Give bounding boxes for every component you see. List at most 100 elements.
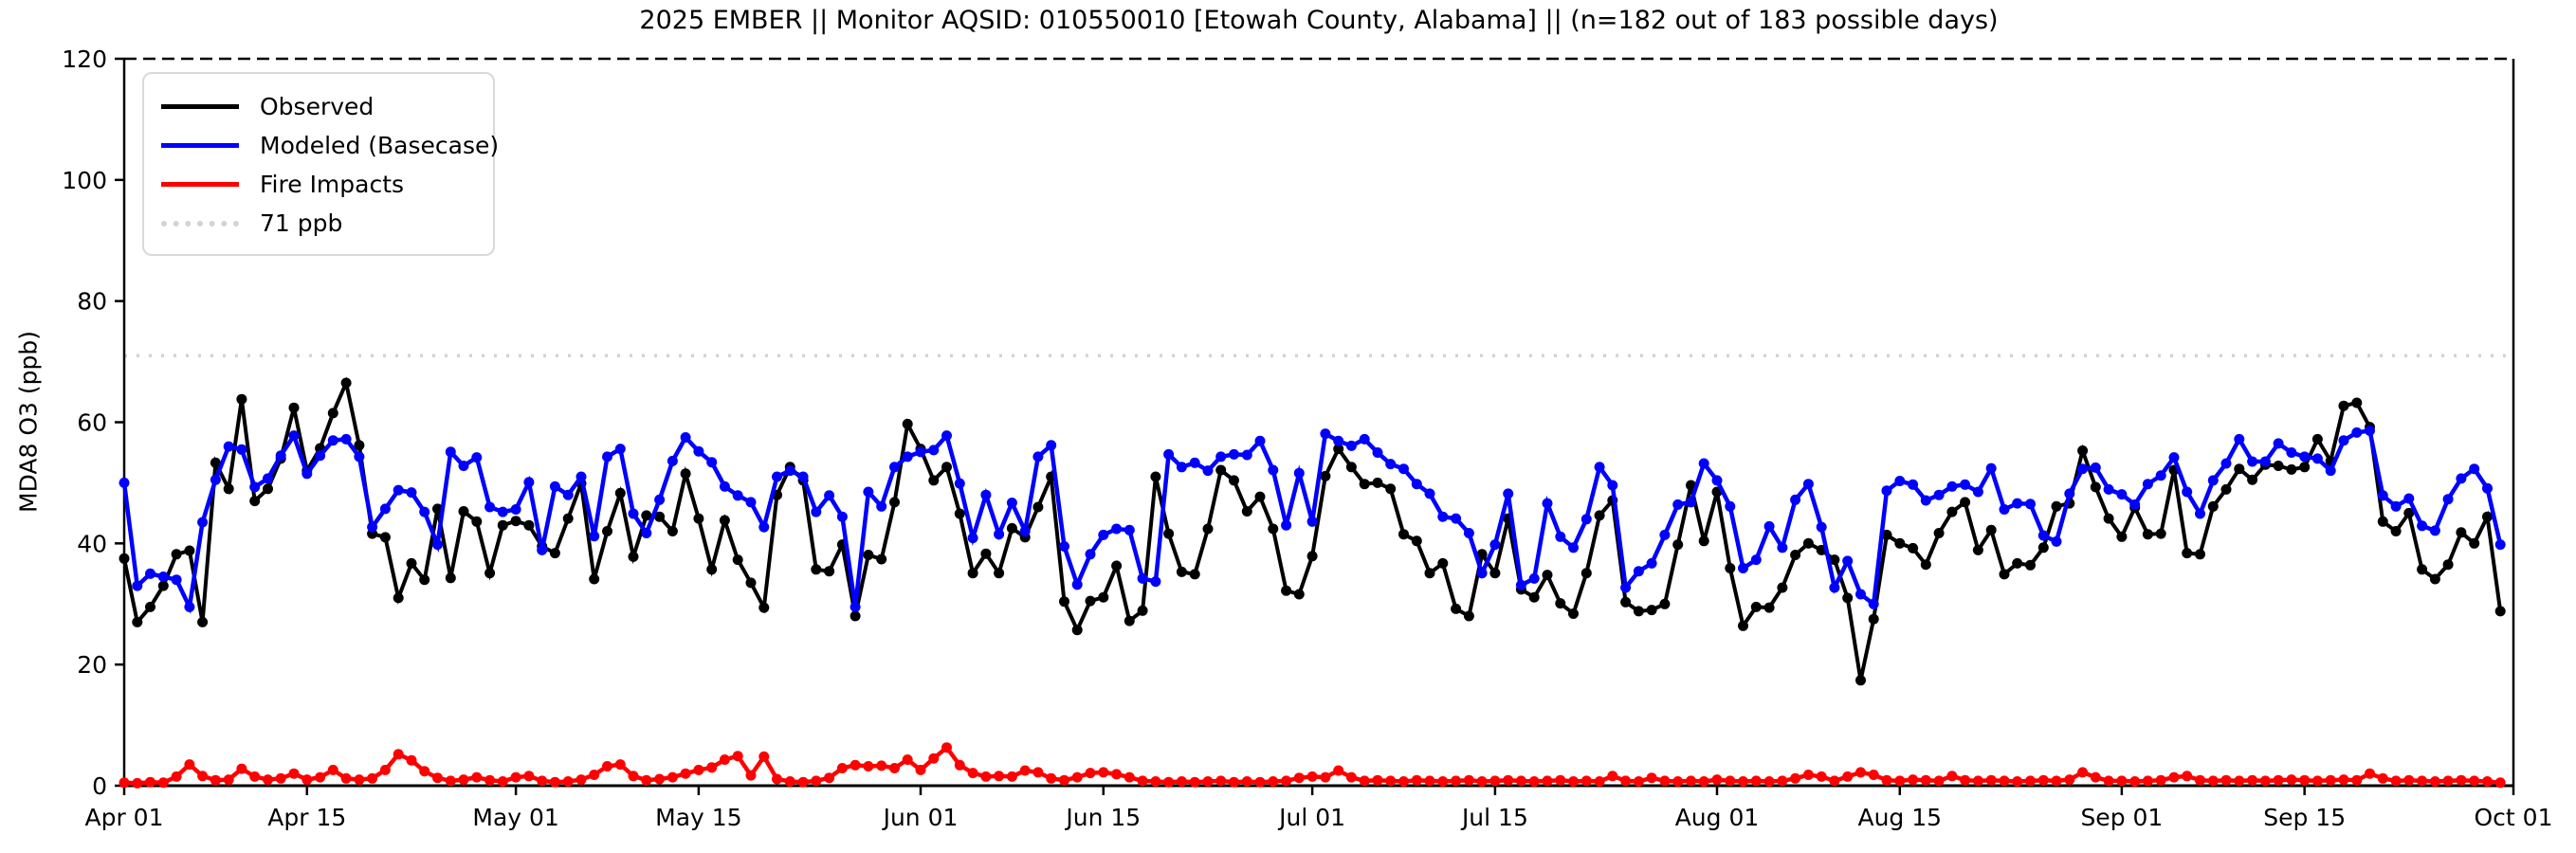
data-point (589, 770, 600, 780)
data-point (1254, 435, 1266, 446)
data-point (249, 481, 261, 493)
data-point (354, 440, 365, 451)
data-point (1816, 771, 1827, 782)
data-point (1111, 523, 1123, 535)
data-point (1672, 539, 1684, 551)
data-point (562, 489, 574, 500)
data-point (706, 762, 718, 773)
data-point (1202, 465, 1214, 477)
data-point (1580, 568, 1592, 579)
data-point (1868, 598, 1879, 609)
data-point (1411, 535, 1422, 547)
data-point (2051, 535, 2062, 547)
data-point (2273, 774, 2284, 786)
data-point (1293, 772, 1305, 784)
data-point (1633, 566, 1644, 577)
data-point (1320, 771, 1331, 783)
data-point (2351, 426, 2363, 438)
data-point (941, 430, 952, 442)
data-point (1594, 776, 1605, 787)
data-point (1437, 511, 1449, 522)
data-point (432, 772, 443, 784)
data-point (641, 774, 652, 786)
data-point (2417, 564, 2428, 575)
data-point (954, 759, 965, 771)
data-point (1424, 488, 1435, 499)
data-point (824, 566, 835, 577)
data-point (1006, 522, 1017, 534)
data-point (1972, 544, 1983, 555)
data-point (2456, 473, 2467, 484)
data-point (157, 777, 169, 789)
x-tick-label: May 15 (655, 804, 741, 831)
data-point (1006, 498, 1017, 508)
observed-series (119, 376, 2506, 686)
data-point (2377, 516, 2388, 527)
data-point (1646, 605, 1657, 616)
data-point (1790, 494, 1801, 505)
data-point (1059, 596, 1069, 608)
data-point (1503, 488, 1514, 499)
data-point (680, 468, 691, 480)
data-point (132, 580, 143, 591)
x-tick-label: Jun 15 (1064, 804, 1141, 831)
data-point (2064, 488, 2075, 499)
data-point (2116, 531, 2128, 542)
data-point (2129, 776, 2141, 787)
data-point (2090, 462, 2101, 473)
data-point (484, 774, 496, 786)
data-point (1111, 560, 1123, 572)
data-point (145, 776, 155, 788)
data-point (1542, 775, 1553, 787)
data-point (1829, 554, 1840, 566)
data-point (811, 564, 822, 575)
data-point (236, 763, 247, 774)
data-point (1345, 440, 1357, 451)
data-point (1424, 775, 1435, 787)
data-point (1802, 479, 1814, 490)
data-point (1451, 603, 1462, 614)
data-point (1385, 459, 1397, 470)
data-point (1802, 770, 1814, 780)
data-point (2234, 775, 2245, 787)
data-point (419, 506, 430, 517)
data-point (1842, 771, 1854, 782)
data-point (2234, 433, 2245, 445)
data-point (288, 430, 300, 442)
data-point (1580, 775, 1592, 787)
data-point (1059, 774, 1069, 786)
data-point (1085, 549, 1096, 560)
data-point (2182, 771, 2193, 782)
data-point (2155, 774, 2166, 786)
data-point (1920, 559, 1931, 571)
data-point (602, 526, 612, 536)
data-point (2442, 775, 2454, 787)
data-point (1672, 776, 1684, 787)
data-point (458, 461, 469, 471)
data-point (1098, 529, 1109, 540)
data-point (1359, 775, 1370, 787)
data-point (1451, 775, 1462, 787)
data-point (2456, 774, 2467, 786)
data-point (1463, 774, 1474, 786)
data-point (2390, 500, 2402, 512)
data-point (1032, 501, 1044, 513)
legend-label-modeled: Modeled (Basecase) (260, 132, 500, 159)
data-point (2025, 499, 2036, 510)
data-point (1842, 592, 1854, 604)
data-point (797, 776, 809, 788)
data-point (301, 774, 313, 786)
data-point (2195, 508, 2205, 519)
data-point (1306, 771, 1318, 782)
data-point (2456, 527, 2467, 538)
data-point (928, 475, 940, 486)
data-point (915, 446, 926, 458)
data-point (2155, 470, 2166, 481)
data-point (2299, 451, 2311, 463)
data-point (836, 511, 848, 522)
data-point (1985, 463, 1997, 474)
data-point (863, 550, 874, 560)
data-point (249, 771, 261, 782)
data-point (1855, 767, 1866, 778)
data-point (1580, 514, 1592, 525)
